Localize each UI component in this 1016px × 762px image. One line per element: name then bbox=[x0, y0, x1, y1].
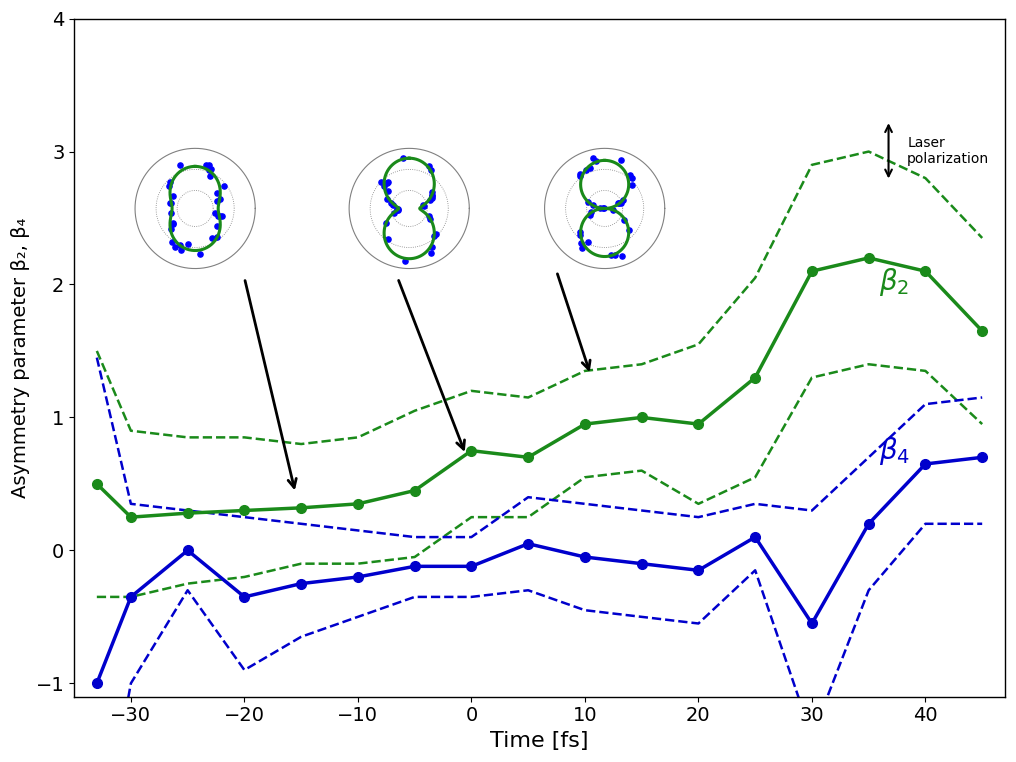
Y-axis label: Asymmetry parameter β₂, β₄: Asymmetry parameter β₂, β₄ bbox=[11, 217, 30, 498]
X-axis label: Time [fs]: Time [fs] bbox=[491, 731, 588, 751]
Text: Laser
polarization: Laser polarization bbox=[907, 136, 990, 166]
Text: $\beta_2$: $\beta_2$ bbox=[879, 266, 909, 298]
Text: $\beta_4$: $\beta_4$ bbox=[879, 435, 910, 467]
